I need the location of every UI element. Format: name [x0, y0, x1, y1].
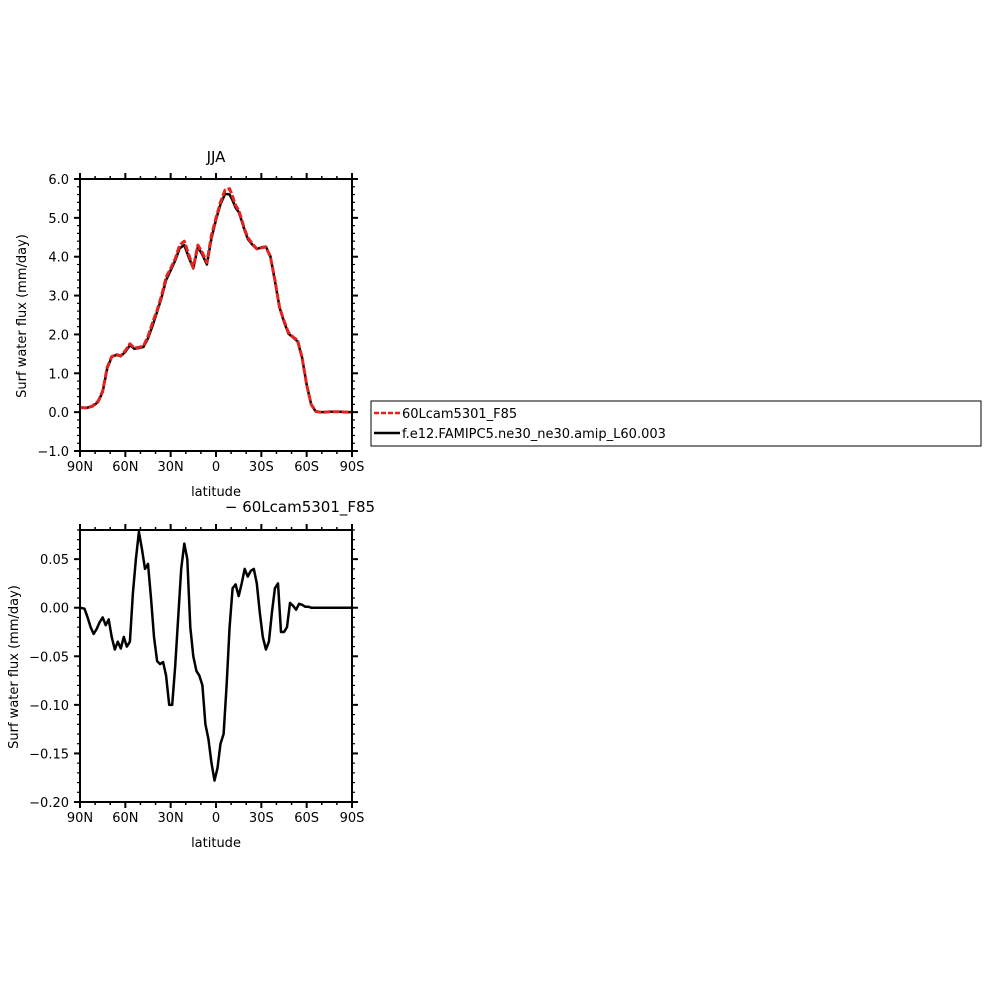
bottom-panel-frame — [79, 529, 353, 803]
top-panel-title: JJA — [206, 148, 227, 166]
legend-label-red: 60Lcam5301_F85 — [402, 407, 517, 422]
bottom-panel-title: − 60Lcam5301_F85 — [225, 498, 375, 517]
series-line-0 — [79, 187, 352, 414]
x-tick-label: 0 — [212, 460, 220, 475]
y-tick-label: −0.05 — [29, 650, 69, 665]
y-tick-label: −1.0 — [37, 445, 69, 460]
x-tick-label: 30S — [249, 811, 274, 826]
y-tick-label: −0.15 — [29, 747, 69, 762]
y-tick-label: 2.0 — [48, 328, 69, 343]
y-tick-label: 4.0 — [48, 251, 69, 266]
y-tick-label: −0.20 — [29, 796, 69, 811]
x-tick-label: 60N — [112, 811, 138, 826]
x-tick-label: 30N — [158, 811, 184, 826]
top-panel: JJA latitude Surf water flux (mm/day) 90… — [15, 148, 364, 500]
y-tick-label: −0.10 — [29, 699, 69, 714]
x-tick-label: 90S — [340, 460, 365, 475]
y-tick-label: 1.0 — [48, 367, 69, 382]
legend-frame — [370, 400, 982, 447]
series-line-1 — [79, 192, 352, 414]
x-tick-label: 60S — [294, 460, 319, 475]
x-tick-label: 30N — [158, 460, 184, 475]
legend: 60Lcam5301_F85 f.e12.FAMIPC5.ne30_ne30.a… — [370, 400, 982, 447]
x-tick-label: 90N — [67, 811, 93, 826]
bottom-panel-xlabel: latitude — [191, 836, 241, 851]
y-tick-label: 3.0 — [48, 290, 69, 305]
bottom-panel: − 60Lcam5301_F85 latitude Surf water flu… — [7, 498, 375, 851]
x-tick-label: 90N — [67, 460, 93, 475]
y-tick-label: 6.0 — [48, 173, 69, 188]
y-tick-label: 0.00 — [40, 602, 69, 617]
top-panel-xlabel: latitude — [191, 485, 241, 500]
x-tick-label: 60S — [294, 811, 319, 826]
series-line-0 — [79, 530, 352, 782]
bottom-panel-ylabel: Surf water flux (mm/day) — [7, 585, 22, 749]
x-tick-label: 30S — [249, 460, 274, 475]
y-tick-label: 0.05 — [40, 553, 69, 568]
legend-label-black: f.e12.FAMIPC5.ne30_ne30.amip_L60.003 — [402, 427, 666, 442]
x-tick-label: 0 — [212, 811, 220, 826]
y-tick-label: 0.0 — [48, 406, 69, 421]
x-tick-label: 60N — [112, 460, 138, 475]
top-panel-ylabel: Surf water flux (mm/day) — [15, 234, 30, 398]
x-tick-label: 90S — [340, 811, 365, 826]
y-tick-label: 5.0 — [48, 212, 69, 227]
